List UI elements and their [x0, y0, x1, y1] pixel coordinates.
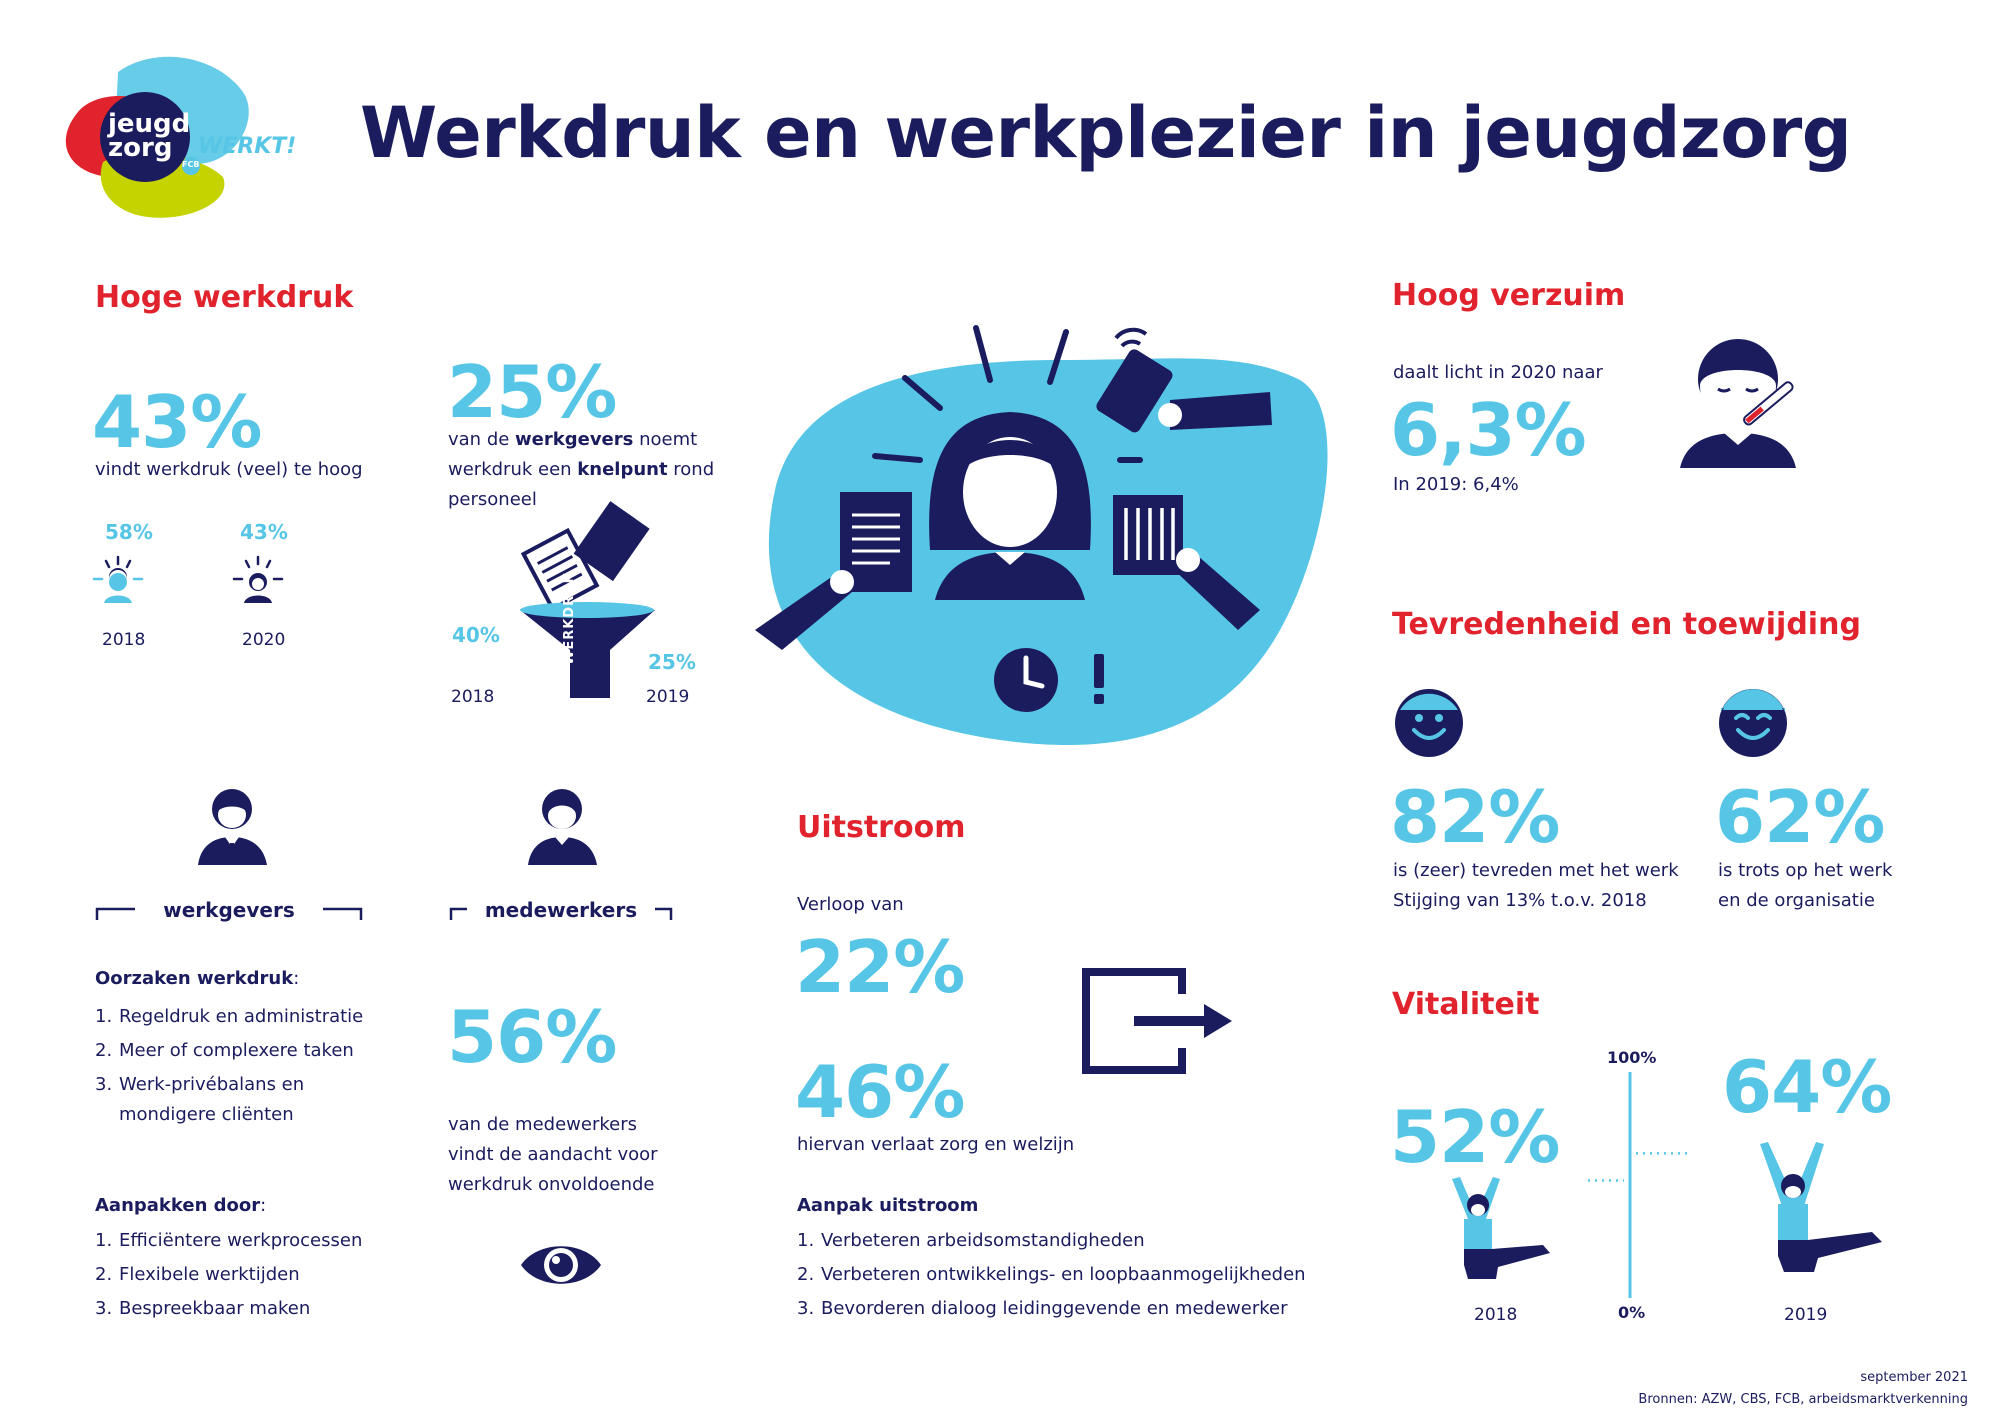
knelpunt-text: van de werkgevers noemt werkdruk een kne…: [448, 429, 715, 510]
section-heading-uitstroom: Uitstroom: [797, 810, 966, 845]
werkgevers-label: werkgevers: [163, 898, 295, 922]
werkgevers-label-bracket: [95, 906, 363, 920]
logo-tag: WERKT!: [198, 134, 297, 159]
stressed-person-icon-2018: [88, 555, 148, 605]
history-year-2020: 2020: [242, 630, 286, 650]
verzuim-previous: In 2019: 6,4%: [1393, 474, 1519, 495]
employer-person-icon: [195, 785, 270, 865]
knelpunt-percentage: 25%: [447, 350, 617, 434]
footer-date: september 2021: [1860, 1370, 1968, 1385]
aanpak-list: 1. Efficiëntere werkprocessen 2. Flexibele…: [95, 1224, 425, 1326]
jumping-person-icon-2018: [1438, 1175, 1553, 1285]
list-item: 1. Regeldruk en administratie: [95, 1006, 364, 1027]
funnel-left-year: 2018: [451, 687, 495, 707]
smiley-icon-tevreden: [1394, 688, 1464, 758]
exit-icon: [1082, 968, 1234, 1074]
footer-sources: Bronnen: AZW, CBS, FCB, arbeidsmarktverk…: [1638, 1392, 1968, 1407]
history-pct-2020: 43%: [240, 520, 288, 544]
medewerkers-text: van de medewerkers vindt de aandacht voo…: [448, 1114, 658, 1195]
central-illustration: [740, 320, 1340, 750]
list-item: 3. Bevorderen dialoog leidinggevende en m…: [797, 1298, 1288, 1319]
aanpak-title: Aanpakken door:: [95, 1195, 267, 1216]
verloop-percentage: 22%: [795, 925, 965, 1009]
trots-percentage: 62%: [1715, 775, 1885, 859]
medewerkers-label-bracket: [449, 906, 673, 920]
medewerkers-label: medewerkers: [484, 898, 638, 922]
page-title: Werkdruk en werkplezier in jeugdzorg: [360, 92, 1852, 174]
funnel-right-year: 2019: [646, 687, 690, 707]
tevreden-percentage: 82%: [1390, 775, 1560, 859]
funnel-label: WERKDRUK: [562, 572, 577, 665]
oorzaken-title: Oorzaken werkdruk:: [95, 968, 300, 989]
employee-person-icon: [525, 785, 600, 865]
list-item: 1. Efficiëntere werkprocessen: [95, 1230, 363, 1251]
smiley-icon-trots: [1718, 688, 1788, 758]
aanpak-uitstroom-list: 1. Verbeteren arbeidsomstandigheden 2. Ver…: [797, 1224, 1337, 1326]
oorzaken-list: 1. Regeldruk en administratie 2. Meer of c…: [95, 1000, 425, 1130]
list-item: 2. Verbeteren ontwikkelings- en loopbaanm…: [797, 1264, 1306, 1285]
verzuim-percentage: 6,3%: [1390, 388, 1587, 472]
funnel-left-pct: 40%: [452, 623, 500, 647]
medewerkers-percentage: 56%: [447, 995, 617, 1079]
stressed-person-icon-2020: [228, 555, 288, 605]
trots-text: is trots op het werk en de organisatie: [1718, 860, 1893, 911]
funnel-illustration: WERKDRUK: [510, 500, 670, 710]
vitaliteit-year-2018: 2018: [1474, 1305, 1518, 1325]
section-heading-vitaliteit: Vitaliteit: [1392, 987, 1540, 1022]
list-item: 2. Meer of complexere taken: [95, 1040, 354, 1061]
leave-sector-text: hiervan verlaat zorg en welzijn: [797, 1134, 1075, 1155]
list-item: 1. Verbeteren arbeidsomstandigheden: [797, 1230, 1145, 1251]
leave-sector-percentage: 46%: [795, 1050, 965, 1134]
werkdruk-main-percentage: 43%: [92, 380, 262, 464]
section-heading-hoge-werkdruk: Hoge werkdruk: [95, 280, 354, 315]
tevreden-text: is (zeer) tevreden met het werk Stijging…: [1393, 860, 1679, 911]
section-heading-tevredenheid: Tevredenheid en toewijding: [1392, 607, 1861, 642]
logo-shapes: [65, 56, 249, 218]
list-item: mondigere cliënten: [119, 1104, 294, 1125]
vitaliteit-year-2019: 2019: [1784, 1305, 1828, 1325]
vitaliteit-scale-top: 100%: [1607, 1048, 1657, 1067]
history-pct-2018: 58%: [105, 520, 153, 544]
logo-badge: FCB: [182, 160, 200, 169]
verloop-text: Verloop van: [797, 894, 904, 915]
vitaliteit-scale: [1580, 1072, 1700, 1298]
section-heading-verzuim: Hoog verzuim: [1392, 278, 1626, 313]
logo-text-jeugd: jeugd: [108, 109, 191, 139]
history-year-2018: 2018: [102, 630, 146, 650]
verzuim-intro: daalt licht in 2020 naar: [1393, 362, 1603, 383]
eye-icon: [518, 1235, 604, 1295]
vitaliteit-scale-bottom: 0%: [1618, 1303, 1646, 1322]
vitaliteit-pct-2018: 52%: [1390, 1095, 1560, 1179]
list-item: 2. Flexibele werktijden: [95, 1264, 300, 1285]
aanpak-uitstroom-title: Aanpak uitstroom: [797, 1195, 979, 1216]
logo-text-zorg: zorg: [108, 133, 173, 163]
jumping-person-icon-2019: [1750, 1140, 1890, 1285]
sick-person-icon: [1678, 333, 1798, 468]
vitaliteit-pct-2019: 64%: [1722, 1045, 1892, 1129]
logo: jeugd zorg FCB WERKT!: [48, 52, 296, 222]
list-item: 3. Werk-privébalans en: [95, 1074, 305, 1095]
werkdruk-main-text: vindt werkdruk (veel) te hoog: [95, 459, 363, 480]
funnel-right-pct: 25%: [648, 650, 696, 674]
list-item: 3. Bespreekbaar maken: [95, 1298, 311, 1319]
